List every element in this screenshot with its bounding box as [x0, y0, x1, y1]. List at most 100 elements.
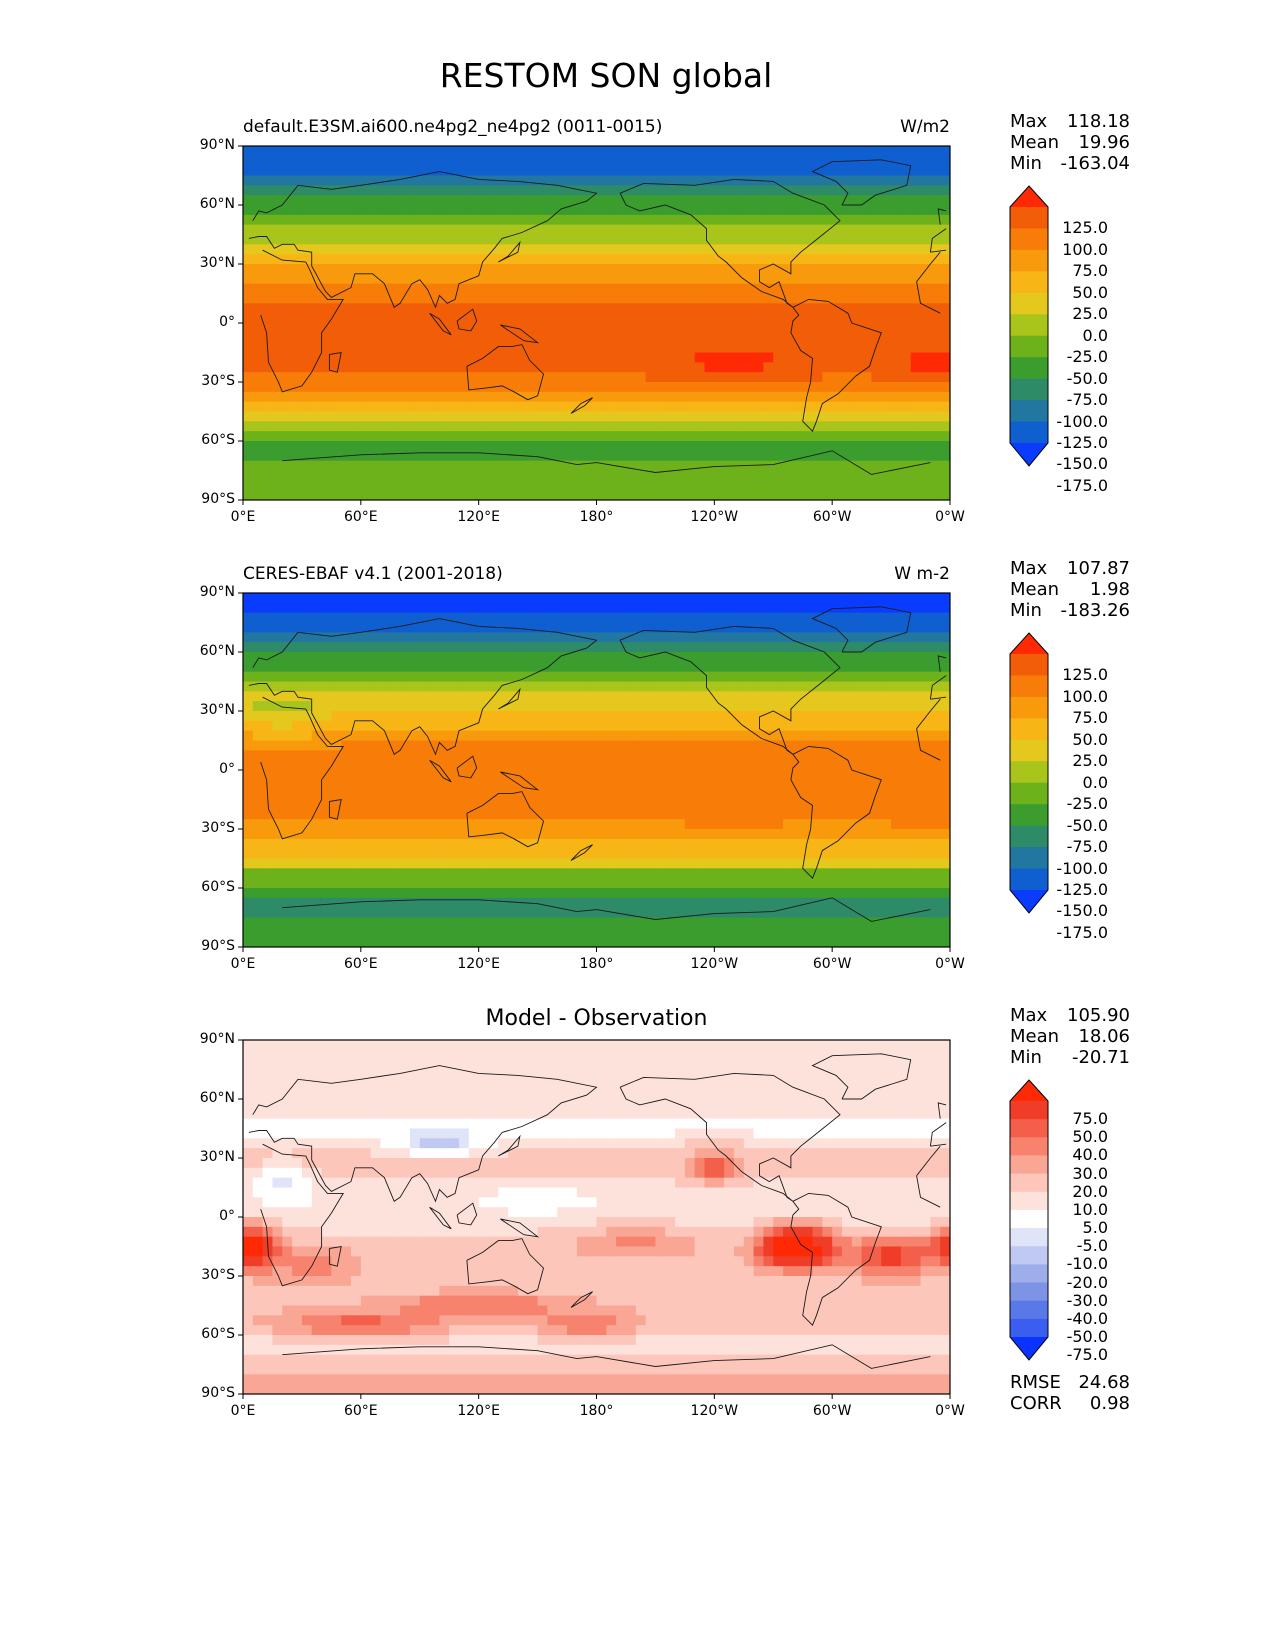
field-cell — [940, 303, 950, 314]
field-cell — [576, 602, 588, 614]
field-cell — [891, 681, 902, 692]
field-cell — [360, 858, 372, 869]
field-cell — [282, 264, 293, 275]
field-cell — [409, 303, 421, 314]
field-cell — [802, 740, 814, 751]
field-cell — [851, 750, 863, 761]
field-cell — [301, 293, 313, 304]
field-cell — [478, 671, 490, 683]
field-cell — [714, 214, 725, 226]
field-model — [243, 146, 950, 500]
field-cell — [694, 264, 706, 275]
field-cell — [331, 480, 342, 491]
field-cell — [743, 224, 755, 236]
field-cell — [478, 730, 490, 742]
field-cell — [675, 441, 686, 452]
field-cell — [940, 838, 950, 850]
field-cell — [900, 612, 912, 624]
field-cell — [380, 185, 391, 196]
field-cell — [360, 907, 372, 919]
field-cell — [390, 848, 401, 860]
field-cell — [439, 441, 450, 452]
field-cell — [930, 671, 941, 683]
field-cell — [478, 858, 490, 869]
field-cell — [331, 760, 342, 771]
field-cell — [783, 470, 794, 481]
field-cell — [930, 372, 941, 383]
field-cell — [625, 701, 637, 712]
field-cell — [871, 779, 882, 791]
field-cell — [419, 711, 431, 722]
field-cell — [841, 691, 853, 702]
field-cell — [468, 224, 480, 236]
field-cell — [557, 642, 568, 653]
field-cell — [498, 185, 509, 196]
field-cell — [812, 362, 823, 373]
field-cell — [439, 632, 450, 643]
field-cell — [567, 593, 578, 604]
field-cell — [380, 273, 391, 285]
field-cell — [802, 691, 814, 702]
field-cell — [547, 888, 558, 899]
field-cell — [871, 362, 882, 373]
field-cell — [262, 681, 274, 692]
field-cell — [262, 391, 274, 403]
field-cell — [625, 612, 637, 624]
field-cell — [920, 264, 931, 275]
field-cell — [743, 750, 755, 761]
field-cell — [459, 460, 470, 472]
field-cell — [841, 681, 853, 692]
field-cell — [449, 490, 460, 500]
field-cell — [871, 450, 882, 462]
field-cell — [390, 431, 401, 442]
field-cell — [419, 342, 431, 354]
field-cell — [665, 155, 676, 167]
field-cell — [625, 593, 637, 604]
field-cell — [743, 283, 755, 295]
field-cell — [900, 809, 912, 820]
field-cell — [596, 431, 607, 442]
field-cell — [724, 779, 735, 791]
field-cell — [743, 254, 755, 265]
figure-title: RESTOM SON global — [439, 56, 773, 95]
field-cell — [704, 303, 715, 314]
field-cell — [625, 809, 637, 820]
field-cell — [763, 661, 774, 673]
field-cell — [802, 332, 814, 344]
field-cell — [400, 185, 411, 196]
field-cell — [792, 372, 804, 383]
field-cell — [459, 372, 470, 383]
field-cell — [851, 264, 863, 275]
field-cell — [331, 490, 342, 500]
field-cell — [783, 711, 794, 722]
field-cell — [517, 612, 529, 624]
field-cell — [792, 244, 804, 255]
field-cell — [841, 711, 853, 722]
field-cell — [841, 490, 853, 500]
field-cell — [459, 760, 470, 771]
field-cell — [704, 460, 715, 472]
field-cell — [586, 642, 598, 653]
field-cell — [419, 450, 431, 462]
field-cell — [243, 460, 254, 472]
field-cell — [655, 701, 666, 712]
field-cell — [851, 593, 863, 604]
field-cell — [733, 701, 745, 712]
field-cell — [871, 234, 882, 245]
field-cell — [252, 740, 264, 751]
field-cell — [645, 642, 657, 653]
field-cell — [576, 313, 588, 324]
field-cell — [439, 421, 450, 432]
field-cell — [576, 224, 588, 236]
field-cell — [920, 480, 931, 491]
field-cell — [272, 681, 283, 692]
field-cell — [694, 352, 706, 363]
field-cell — [419, 234, 431, 245]
field-cell — [567, 421, 578, 432]
field-cell — [724, 293, 735, 304]
field-cell — [301, 244, 313, 255]
field-cell — [694, 214, 706, 226]
field-cell — [360, 779, 372, 791]
field-cell — [753, 612, 765, 624]
field-cell — [360, 730, 372, 742]
